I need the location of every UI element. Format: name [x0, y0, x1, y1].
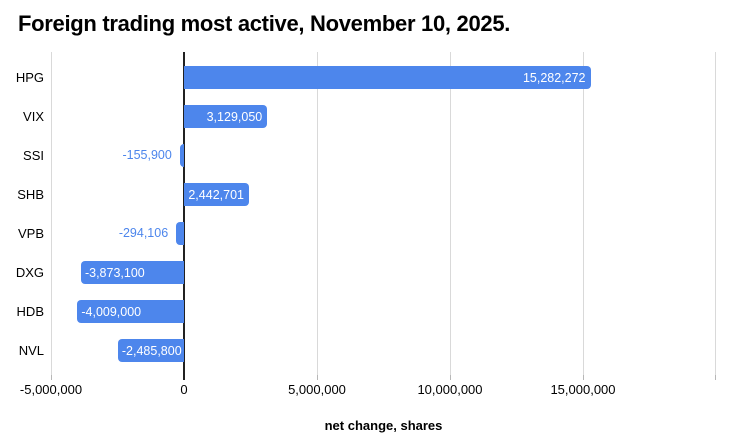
category-label: NVL [18, 342, 44, 358]
gridline [715, 52, 716, 375]
axis-tick [450, 375, 451, 380]
bar: 2,442,701 [184, 183, 249, 206]
category-label: VIX [23, 108, 44, 124]
chart-title: Foreign trading most active, November 10… [18, 11, 511, 36]
gridline [51, 52, 52, 375]
bar-value-label: 15,282,272 [522, 70, 586, 85]
zero-axis-line [183, 52, 185, 375]
bar: -4,009,000 [77, 300, 184, 323]
bar [176, 222, 184, 245]
bar-value-label: -4,009,000 [81, 304, 142, 319]
bar: -2,485,800 [117, 339, 184, 362]
category-label: SSI [23, 147, 44, 163]
bar: 3,129,050 [184, 105, 268, 128]
bar: 15,282,272 [184, 66, 591, 89]
bar-value-label: -2,485,800 [121, 343, 182, 358]
bar-value-label: 3,129,050 [206, 109, 263, 124]
category-label: VPB [17, 225, 44, 241]
x-axis-title: net change, shares [324, 418, 443, 433]
gridline [317, 52, 318, 375]
bar-value-label: -3,873,100 [84, 265, 145, 280]
bar: -3,873,100 [80, 261, 184, 284]
bar-value-label: 2,442,701 [188, 187, 244, 202]
category-label: HPG [15, 69, 44, 85]
bar [179, 144, 184, 167]
category-label: SHB [17, 186, 44, 202]
axis-tick [51, 375, 52, 380]
gridline [450, 52, 451, 375]
bar-value-label: -155,900 [122, 147, 172, 162]
axis-tick [583, 375, 584, 380]
axis-tick [317, 375, 318, 380]
gridline [583, 52, 584, 375]
category-label: DXG [15, 264, 44, 280]
x-tick-label: 0 [180, 382, 188, 397]
x-tick-label: 5,000,000 [288, 382, 346, 397]
x-tick-label: -5,000,000 [19, 382, 83, 397]
x-tick-label: 15,000,000 [550, 382, 616, 397]
category-label: HDB [16, 303, 44, 319]
axis-tick [715, 375, 716, 380]
bar-value-label: -294,106 [118, 225, 169, 240]
axis-tick [183, 375, 185, 380]
x-tick-label: 10,000,000 [417, 382, 483, 397]
